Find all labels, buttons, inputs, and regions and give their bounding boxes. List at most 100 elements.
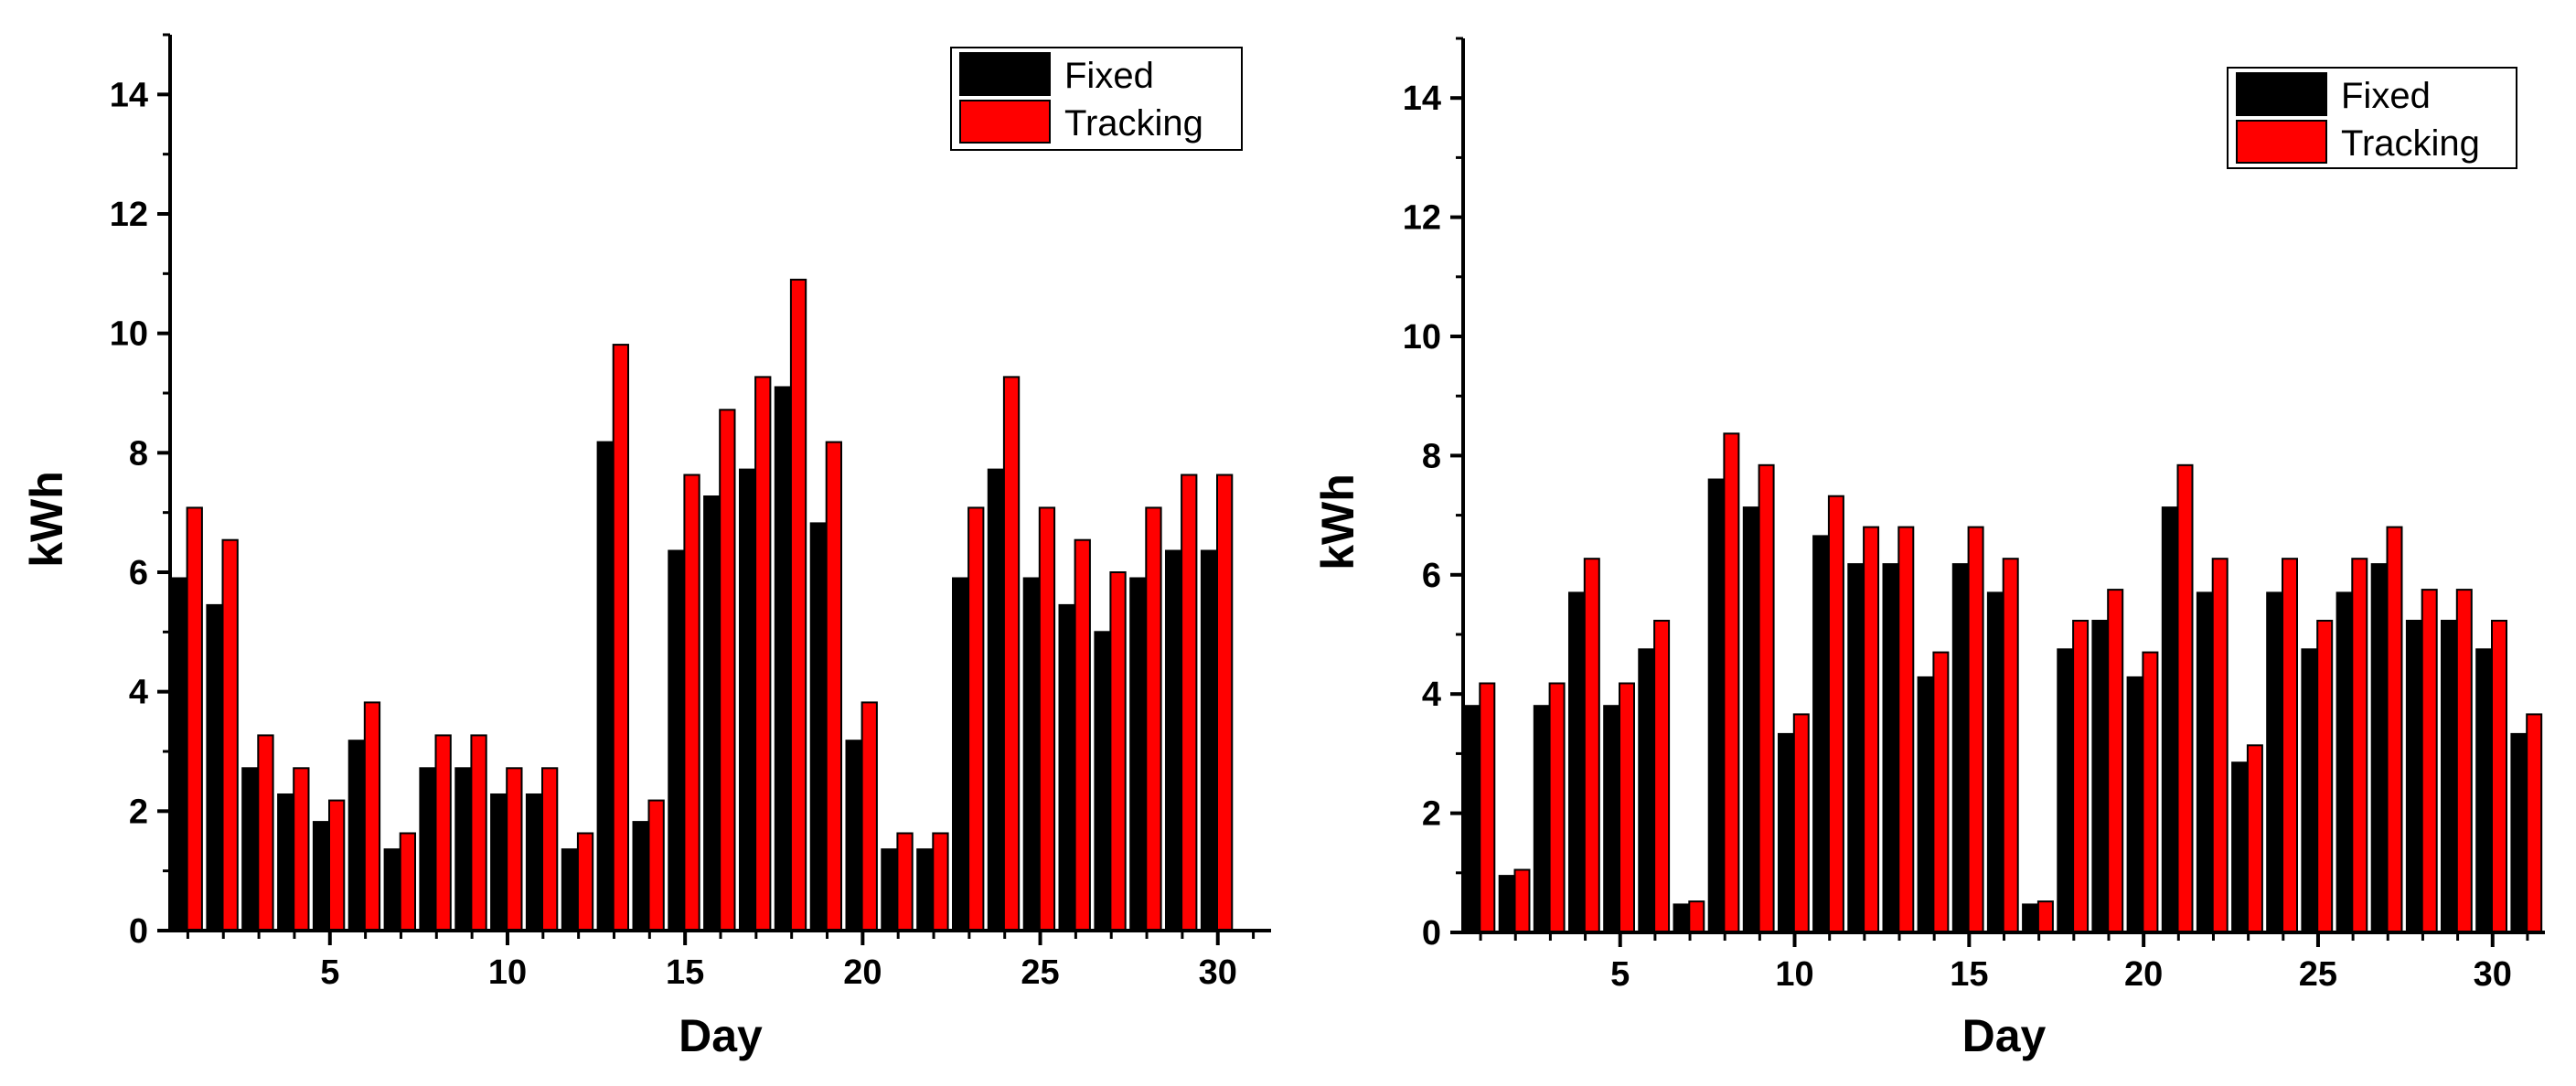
y-tick-label: 14 <box>1403 80 1441 118</box>
bar-tracking <box>399 832 417 932</box>
bar-tracking <box>1688 900 1705 933</box>
bar-fixed <box>2231 761 2249 934</box>
bar-tracking <box>1145 506 1162 932</box>
bar-fixed <box>277 793 294 932</box>
y-tick-label: 0 <box>129 912 148 951</box>
y-tick-label: 14 <box>110 76 148 114</box>
bar-fixed <box>2022 903 2039 934</box>
bar-fixed <box>916 848 934 932</box>
bar-tracking <box>647 799 665 932</box>
x-tick-label: 10 <box>488 953 527 992</box>
y-tick-label: 2 <box>1422 795 1441 834</box>
bar-tracking <box>2526 713 2543 934</box>
bar-fixed <box>1707 478 1725 933</box>
bar-fixed <box>2301 648 2318 933</box>
bar-fixed <box>2091 620 2109 933</box>
bar-fixed <box>206 603 223 932</box>
bar-tracking <box>1758 463 1775 933</box>
bar-tracking <box>1723 432 1740 933</box>
y-tick-label: 10 <box>1403 318 1441 357</box>
bar-fixed <box>987 468 1005 932</box>
bar-fixed <box>881 848 898 932</box>
bar-tracking <box>1038 506 1056 932</box>
x-tick-label: 15 <box>666 953 704 992</box>
bar-fixed <box>1847 563 1865 933</box>
bar-tracking <box>2002 558 2019 933</box>
bar-fixed <box>1778 732 1794 934</box>
y-axis-title: kWh <box>1312 474 1363 570</box>
bar-fixed <box>632 821 649 932</box>
legend-label-tracking: Tracking <box>2341 123 2480 164</box>
legend-swatch-tracking <box>959 100 1051 144</box>
bar-tracking <box>1619 682 1635 933</box>
legend-swatch-fixed <box>2236 72 2327 116</box>
bar-fixed <box>1022 577 1040 932</box>
bar-fixed <box>2441 620 2457 933</box>
bar-fixed <box>2370 563 2388 933</box>
bar-tracking <box>1827 495 1844 933</box>
bar-tracking <box>2246 744 2263 933</box>
bar-fixed <box>454 767 472 932</box>
y-tick-label: 8 <box>129 434 148 473</box>
bar-tracking <box>860 701 878 932</box>
bar-tracking <box>506 767 523 932</box>
bar-fixed <box>2510 732 2528 934</box>
bar-fixed <box>170 577 187 932</box>
bar-tracking <box>2107 589 2124 933</box>
bar-tracking <box>293 767 310 932</box>
bar-fixed <box>2336 591 2353 934</box>
bar-fixed <box>312 821 330 932</box>
bar-fixed <box>1533 705 1550 934</box>
bar-tracking <box>2455 589 2473 933</box>
bar-tracking <box>2036 900 2054 933</box>
bar-fixed <box>596 441 614 932</box>
bar-tracking <box>1002 376 1021 932</box>
x-tick-label: 25 <box>2299 955 2337 994</box>
bar-tracking <box>896 832 914 932</box>
bar-tracking <box>1074 538 1091 932</box>
bar-fixed <box>1603 705 1620 934</box>
x-tick-label: 30 <box>2474 955 2512 994</box>
legend: Fixed Tracking <box>950 47 1243 151</box>
legend-label-fixed: Fixed <box>2341 76 2431 116</box>
bar-fixed <box>703 495 721 932</box>
bar-tracking <box>257 734 274 932</box>
x-tick-label: 5 <box>1610 955 1630 994</box>
bar-tracking <box>719 409 736 932</box>
bar-fixed <box>1951 563 1969 933</box>
bar-fixed <box>1568 591 1585 934</box>
x-axis-title: Day <box>679 1010 763 1061</box>
bar-tracking <box>754 376 772 932</box>
bar-tracking <box>1513 868 1531 933</box>
bar-tracking <box>1967 526 1984 933</box>
y-tick-label: 10 <box>110 315 148 354</box>
bar-fixed <box>1094 631 1111 932</box>
bar-fixed <box>774 386 792 932</box>
bar-tracking <box>2316 620 2334 933</box>
bar-tracking <box>683 474 700 932</box>
bar-fixed <box>490 793 508 932</box>
bar-tracking <box>2351 558 2368 933</box>
bar-tracking <box>967 506 985 932</box>
bar-fixed <box>2475 648 2493 933</box>
x-tick-label: 20 <box>843 953 882 992</box>
legend: Fixed Tracking <box>2227 67 2517 169</box>
series-tracking <box>1479 432 2543 934</box>
bar-fixed <box>561 848 579 932</box>
bar-fixed <box>1129 577 1147 932</box>
legend-label-fixed: Fixed <box>1064 56 1154 96</box>
bar-fixed <box>2161 506 2178 933</box>
bar-tracking <box>434 734 452 932</box>
bar-tracking <box>2282 558 2298 933</box>
bar-tracking <box>2072 620 2090 933</box>
y-tick-label: 4 <box>1422 676 1441 714</box>
bar-tracking <box>470 734 487 932</box>
bar-fixed <box>1200 549 1218 932</box>
bar-tracking <box>1181 474 1198 932</box>
bar-fixed <box>2126 676 2143 934</box>
bar-tracking <box>1548 682 1566 933</box>
legend-swatch-fixed <box>959 52 1051 96</box>
bar-tracking <box>363 701 381 932</box>
bar-tracking <box>576 832 594 932</box>
